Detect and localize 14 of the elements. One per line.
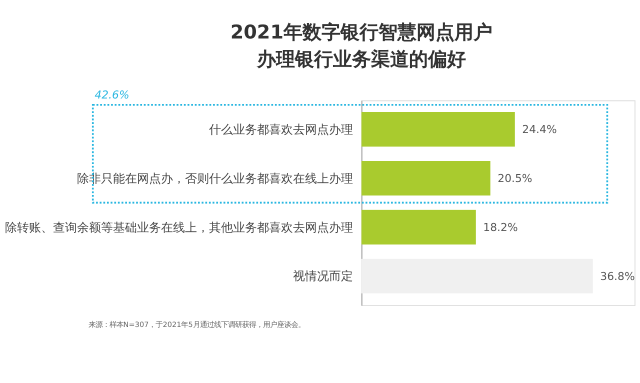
bar	[361, 210, 476, 244]
y-tick-label: 什么业务都喜欢去网点办理	[208, 122, 353, 136]
text: 42.6%	[94, 88, 130, 102]
data-label: 24.4%	[522, 122, 557, 136]
y-tick-label: 除转账、查询余额等基础业务在线上，其他业务都喜欢去网点办理	[4, 220, 353, 234]
data-label: 20.5%	[498, 172, 532, 185]
bar	[361, 112, 515, 147]
bar	[361, 258, 593, 294]
data-label: 36.8%	[600, 270, 635, 283]
bar	[361, 160, 490, 196]
source-note: 来源：样本N=307，于2021年5月通过线下调研获得，用户座谈会。	[88, 320, 305, 329]
data-label: 18.2%	[483, 220, 518, 234]
chart-title: 2021年数字银行智慧网点用户办理银行业务渠道的偏好	[230, 20, 493, 71]
y-tick-label: 视情况而定	[292, 269, 353, 284]
